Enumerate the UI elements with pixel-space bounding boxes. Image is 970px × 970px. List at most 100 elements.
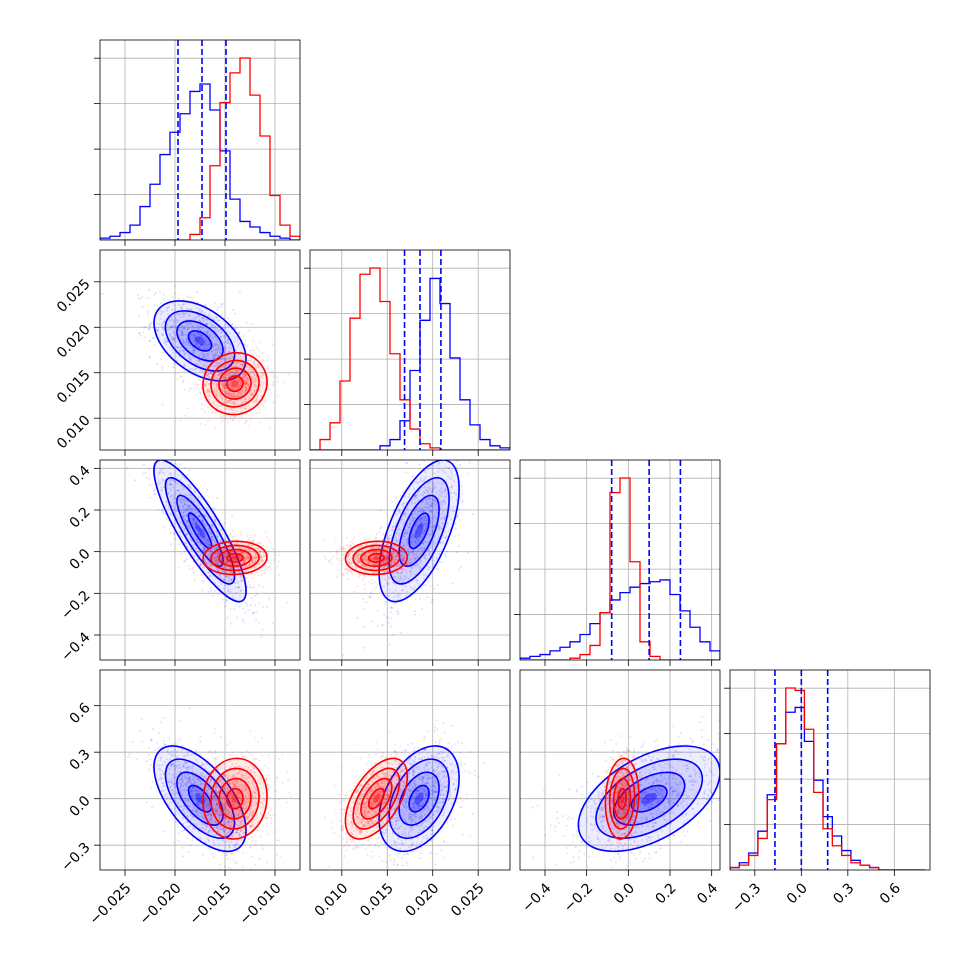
density-level xyxy=(368,788,385,809)
panel-frame xyxy=(99,669,301,871)
histogram-red xyxy=(100,57,300,240)
panel-0-0 xyxy=(94,39,301,246)
panel-3-0 xyxy=(94,669,301,876)
x-tick-label: 0.0 xyxy=(784,880,811,907)
contour-line xyxy=(388,476,450,585)
contour-line xyxy=(226,375,244,393)
density-level xyxy=(231,556,239,560)
panel-2-2 xyxy=(514,459,721,666)
density-level xyxy=(399,495,440,567)
histogram-blue xyxy=(100,83,300,240)
x-tick-label: −0.010 xyxy=(237,880,285,928)
contour-line xyxy=(630,784,668,813)
density-level xyxy=(414,792,424,805)
density-level xyxy=(617,788,627,809)
contour-line xyxy=(226,787,244,810)
panel-frame xyxy=(309,249,511,451)
y-tick-label: 0.4 xyxy=(67,463,94,490)
x-tick-label: 0.010 xyxy=(312,880,352,920)
density-level xyxy=(372,794,380,804)
contour-line xyxy=(187,330,213,352)
y-tick-label: −0.4 xyxy=(58,629,93,664)
density-level xyxy=(227,375,243,392)
contour-line xyxy=(218,548,252,568)
contour-line xyxy=(153,745,247,853)
density-level xyxy=(188,513,212,549)
contour-line xyxy=(153,300,247,382)
contour-line xyxy=(164,310,236,372)
density-level xyxy=(613,778,631,819)
contour-line xyxy=(352,767,401,830)
histogram-blue xyxy=(310,277,510,450)
density-level xyxy=(231,794,239,804)
x-tick-label: 0.3 xyxy=(830,880,857,907)
density-level xyxy=(399,772,440,826)
y-tick-label: −0.2 xyxy=(58,588,93,623)
contour-line xyxy=(604,757,640,840)
contour-line xyxy=(612,771,686,826)
density-level xyxy=(379,745,460,852)
contour-line xyxy=(408,512,430,550)
contour-line xyxy=(408,784,430,813)
density-level xyxy=(153,460,247,602)
contour-line xyxy=(360,777,393,820)
density-level xyxy=(153,300,247,381)
contour-line xyxy=(360,548,393,568)
y-tick-label: 0.0 xyxy=(67,793,94,820)
contour-line xyxy=(344,540,409,576)
scatter-points-red xyxy=(179,728,292,870)
x-tick-label: −0.2 xyxy=(561,880,596,915)
density-level xyxy=(613,772,685,826)
y-tick-label: 0.015 xyxy=(54,367,94,407)
x-tick-label: 0.015 xyxy=(357,880,397,920)
x-tick-label: 0.2 xyxy=(653,880,680,907)
contour-line xyxy=(608,767,636,830)
panel-1-1 xyxy=(304,249,511,456)
panel-2-1 xyxy=(309,459,511,666)
panel-3-1 xyxy=(309,669,511,876)
density-level xyxy=(389,759,450,839)
contour-line xyxy=(210,544,260,572)
density-level xyxy=(194,336,206,346)
x-tick-label: −0.015 xyxy=(187,880,235,928)
contour-line xyxy=(164,476,236,585)
density-level xyxy=(165,759,235,839)
x-tick-label: 0.6 xyxy=(877,880,904,907)
contour-line xyxy=(153,460,247,603)
contour-line xyxy=(378,460,460,603)
density-level xyxy=(227,553,243,563)
contour-line xyxy=(595,758,704,840)
x-tick-label: −0.025 xyxy=(87,880,135,928)
histogram-red xyxy=(520,477,720,660)
panel-frame xyxy=(519,459,721,661)
density-level xyxy=(368,553,385,563)
contour-line xyxy=(218,777,252,820)
contour-line xyxy=(164,758,236,840)
contour-line xyxy=(352,544,401,572)
panel-frame xyxy=(309,459,511,661)
density-level xyxy=(176,772,224,826)
density-level xyxy=(202,758,268,839)
density-level xyxy=(165,477,235,584)
density-level xyxy=(414,523,424,539)
panel-frame xyxy=(99,249,301,451)
histogram-red xyxy=(730,687,926,870)
panel-frame xyxy=(519,669,721,871)
x-tick-label: −0.020 xyxy=(137,880,185,928)
y-tick-label: 0.2 xyxy=(67,504,94,531)
panel-frame xyxy=(99,39,301,241)
x-tick-label: 0.0 xyxy=(611,880,638,907)
panel-3-3 xyxy=(724,669,931,876)
contour-line xyxy=(617,787,628,810)
density-level xyxy=(372,556,380,560)
panel-2-0 xyxy=(94,459,301,666)
contour-line xyxy=(187,784,213,813)
density-level xyxy=(231,380,239,388)
contour-line xyxy=(367,552,385,563)
y-tick-label: −0.3 xyxy=(58,840,93,875)
density-level xyxy=(202,352,268,415)
contour-line xyxy=(378,745,460,853)
contour-line xyxy=(202,540,268,576)
contour-line xyxy=(218,367,252,400)
